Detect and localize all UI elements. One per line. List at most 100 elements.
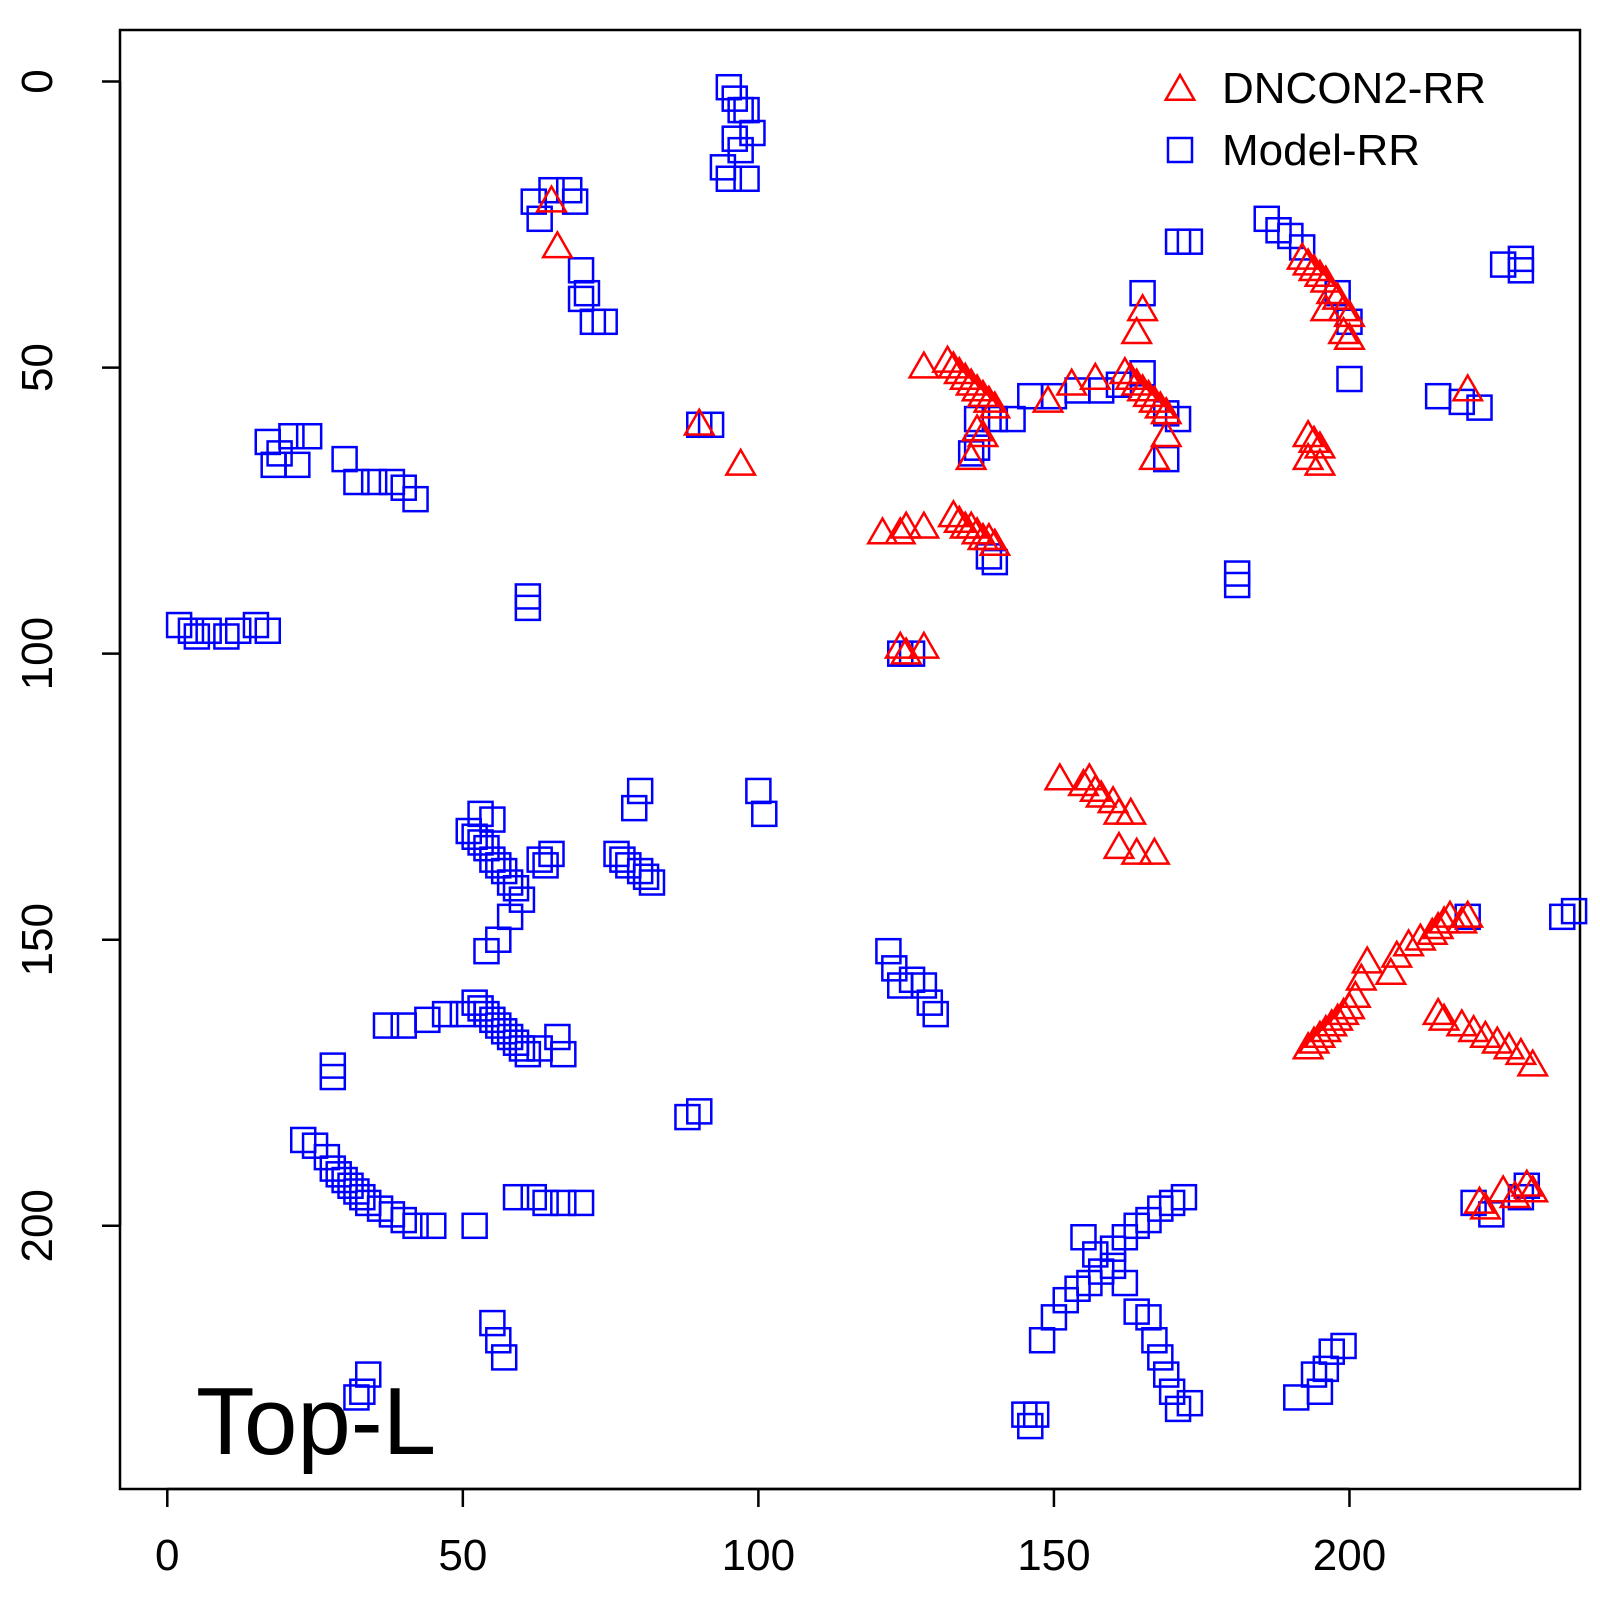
model-rr-point: [1223, 571, 1251, 599]
dncon2-rr-point: [682, 407, 716, 436]
dncon2-rr-point: [931, 344, 964, 373]
model-rr-point: [1312, 1355, 1340, 1383]
dncon2-rr-point: [1516, 1173, 1550, 1203]
dncon2-rr-point: [937, 498, 970, 528]
model-rr-point: [431, 1000, 459, 1028]
model-rr-point: [319, 1063, 347, 1091]
model-rr-point: [479, 1309, 506, 1337]
dncon2-rr-point: [1451, 899, 1485, 928]
dncon2-rr-point: [1516, 1048, 1550, 1077]
x-axis: 0 50 100 150 200: [155, 1487, 1386, 1580]
dncon2-rr-point: [1338, 979, 1372, 1008]
x-tick-label: 150: [1017, 1531, 1090, 1580]
model-rr-point: [224, 617, 252, 645]
dncon2-rr-point: [1451, 372, 1485, 402]
y-axis: 0 50 100 150 200: [13, 69, 122, 1263]
dncon2-rr-point: [1315, 275, 1349, 305]
model-rr-point: [910, 972, 938, 999]
model-rr-point: [508, 1035, 536, 1062]
model-rr-point: [1111, 1269, 1139, 1297]
dncon2-rr-point: [1297, 424, 1331, 453]
dncon2-rr-point: [1285, 241, 1319, 270]
model-rr-point: [295, 422, 323, 450]
model-rr-point: [550, 1189, 577, 1217]
dncon2-rr-point: [1114, 796, 1148, 825]
dncon2-rr-point: [866, 515, 899, 545]
model-rr-point: [1147, 1344, 1174, 1371]
model-rr-point: [514, 594, 542, 622]
model-rr-point: [1448, 388, 1476, 416]
dncon2-rr-point: [535, 184, 568, 213]
model-rr-point: [999, 405, 1026, 433]
dncon2-rr-point: [1421, 996, 1455, 1026]
dncon2-rr-point: [1138, 441, 1171, 471]
model-rr-point: [727, 136, 754, 164]
plot-markers: [165, 73, 1588, 1440]
dncon2-rr-point: [978, 527, 1012, 556]
model-rr-point: [875, 937, 902, 965]
model-rr-point: [538, 840, 565, 868]
model-rr-point: [177, 617, 205, 645]
dncon2-rr-point: [1031, 384, 1065, 413]
model-rr-point: [278, 422, 305, 450]
model-rr-point: [561, 188, 589, 215]
model-rr-point: [532, 1189, 559, 1217]
dncon2-rr-point: [1350, 945, 1384, 974]
dncon2-rr-point: [1078, 361, 1112, 391]
model-rr-point: [284, 451, 311, 479]
dncon2-rr-point: [954, 441, 988, 471]
dncon2-rr-point: [942, 355, 976, 385]
dncon2-rr-point: [1327, 315, 1360, 345]
model-rr-point: [1129, 279, 1156, 307]
model-rr-point: [1152, 1361, 1180, 1388]
dncon2-rr-point: [1078, 773, 1112, 802]
legend-square-icon: [1166, 136, 1194, 164]
dncon2-rr-point: [1303, 430, 1337, 459]
legend-entry: Model-RR: [1166, 126, 1420, 175]
dncon2-rr-point: [1510, 1168, 1544, 1197]
legend-background: [1120, 56, 1560, 166]
dncon2-rr-point: [724, 447, 758, 476]
dncon2-rr-point: [1392, 927, 1425, 957]
model-rr-point: [490, 1344, 518, 1371]
dncon2-rr-point: [1427, 905, 1461, 934]
dncon2-rr-point: [1138, 836, 1171, 865]
dncon2-rr-point: [1120, 367, 1154, 396]
legend-entry: DNCON2-RR: [1163, 64, 1486, 113]
model-rr-point: [1549, 903, 1576, 931]
model-rr-point: [195, 617, 222, 645]
model-rr-point: [343, 1384, 370, 1411]
y-tick-label: 100: [13, 617, 62, 690]
dncon2-rr-point: [960, 413, 994, 442]
model-rr-point: [360, 468, 388, 496]
model-rr-point: [1283, 1384, 1310, 1411]
y-tick-label: 0: [13, 69, 62, 93]
model-rr-point: [414, 1006, 441, 1034]
dncon2-rr-point: [1102, 830, 1136, 860]
model-rr-point: [1176, 1389, 1204, 1417]
dncon2-rr-point: [1138, 384, 1171, 413]
model-rr-point: [461, 1212, 488, 1240]
dncon2-rr-point: [966, 378, 1000, 408]
model-rr-point: [544, 1023, 571, 1051]
model-rr-point: [1017, 1412, 1044, 1440]
model-rr-point: [686, 1098, 713, 1125]
model-rr-point: [402, 485, 429, 513]
y-tick-label: 200: [13, 1189, 62, 1262]
model-rr-point: [1176, 228, 1204, 255]
dncon2-rr-point: [1043, 762, 1077, 791]
dncon2-rr-point: [907, 510, 941, 539]
dncon2-rr-point: [540, 229, 574, 259]
model-rr-point: [1141, 1326, 1168, 1354]
dncon2-rr-point: [948, 361, 982, 391]
model-rr-point: [621, 794, 648, 822]
dncon2-rr-point: [907, 630, 941, 659]
model-rr-point: [502, 1183, 530, 1211]
y-tick-label: 150: [13, 903, 62, 976]
model-rr-point: [573, 279, 601, 307]
dncon2-rr-point: [978, 390, 1012, 419]
dncon2-rr-point: [1303, 447, 1337, 476]
dncon2-rr-point: [972, 384, 1006, 413]
series-dncon2-rr: [535, 184, 1550, 1220]
